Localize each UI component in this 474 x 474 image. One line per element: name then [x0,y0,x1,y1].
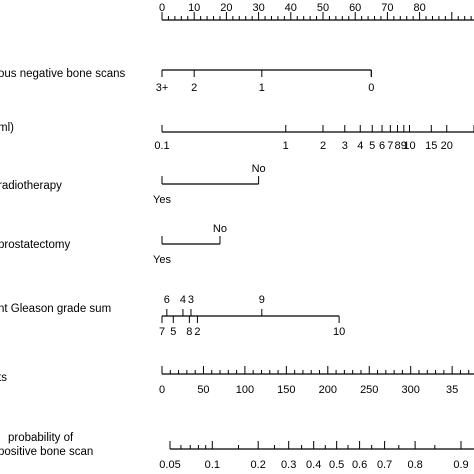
probability-tick-label-1: 0.1 [205,459,220,471]
psa-tick-label-5: 5 [369,140,375,152]
psa-tick-label-7: 7 [387,140,393,152]
total-points-tick-label-350: 35 [446,384,458,396]
psa-tick-label-6: 6 [379,140,385,152]
row-label-total-points: ts [0,372,7,384]
row-label-radiotherapy: radiotherapy [0,180,62,192]
gleason-lower-tick-label-1: 5 [170,326,176,338]
psa-tick-label-3: 3 [342,140,348,152]
row-label-negative-scans: ous negative bone scans [0,68,125,80]
gleason-lower-tick-label-0: 7 [159,326,165,338]
prostatectomy-tick-label-no: No [213,223,227,235]
gleason-upper-tick-label-0: 6 [164,294,170,306]
psa-tick-label-10: 10 [403,140,415,152]
row-label-psa: ml) [0,122,14,134]
negative-scans-tick-label-0: 3+ [156,82,169,94]
probability-tick-label-0: 0.05 [159,459,180,471]
radiotherapy-tick-label-yes: Yes [153,194,171,206]
points-tick-label-60: 60 [349,2,361,14]
probability-tick-label-5: 0.5 [329,459,344,471]
row-label-probability-line-2: positive bone scan [0,446,93,458]
row-label-gleason: nt Gleason grade sum [0,303,111,315]
psa-tick-label-0: 0.1 [154,140,169,152]
probability-tick-label-7: 0.7 [377,459,392,471]
points-tick-label-80: 80 [413,2,425,14]
psa-tick-label-11: 15 [425,140,437,152]
probability-tick-label-3: 0.3 [281,459,296,471]
psa-tick-label-4: 4 [357,140,363,152]
radiotherapy-tick-label-no: No [252,163,266,175]
gleason-lower-tick-label-3: 2 [194,326,200,338]
total-points-tick-label-50: 50 [197,384,209,396]
points-tick-label-40: 40 [285,2,297,14]
probability-tick-label-9: 0.9 [453,459,468,471]
total-points-tick-label-200: 200 [319,384,337,396]
psa-tick-label-9: 9 [401,140,407,152]
total-points-tick-label-150: 150 [277,384,295,396]
row-label-probability-line-1: probability of [8,432,74,444]
gleason-lower-tick-label-4: 10 [333,326,345,338]
prostatectomy-tick-label-yes: Yes [153,254,171,266]
negative-scans-tick-label-1: 2 [191,82,197,94]
row-label-prostatectomy: prostatectomy [0,239,70,251]
points-tick-label-20: 20 [220,2,232,14]
psa-tick-label-8: 8 [394,140,400,152]
negative-scans-tick-label-2: 1 [259,82,265,94]
psa-tick-label-1: 1 [283,140,289,152]
points-tick-label-30: 30 [252,2,264,14]
total-points-tick-label-250: 250 [360,384,378,396]
gleason-upper-tick-label-3: 9 [259,294,265,306]
total-points-tick-label-0: 0 [159,384,165,396]
probability-tick-label-2: 0.2 [251,459,266,471]
probability-tick-label-4: 0.4 [306,459,321,471]
psa-tick-label-2: 2 [320,140,326,152]
gleason-upper-tick-label-1: 4 [180,294,186,306]
negative-scans-tick-label-3: 0 [368,82,374,94]
points-tick-label-50: 50 [317,2,329,14]
total-points-tick-label-100: 100 [236,384,254,396]
probability-tick-label-6: 0.6 [352,459,367,471]
probability-tick-label-8: 0.8 [407,459,422,471]
psa-tick-label-12: 20 [441,140,453,152]
points-tick-label-10: 10 [188,2,200,14]
gleason-lower-tick-label-2: 8 [186,326,192,338]
gleason-upper-tick-label-2: 3 [188,294,194,306]
points-tick-label-70: 70 [381,2,393,14]
points-tick-label-0: 0 [159,2,165,14]
total-points-tick-label-300: 300 [402,384,420,396]
